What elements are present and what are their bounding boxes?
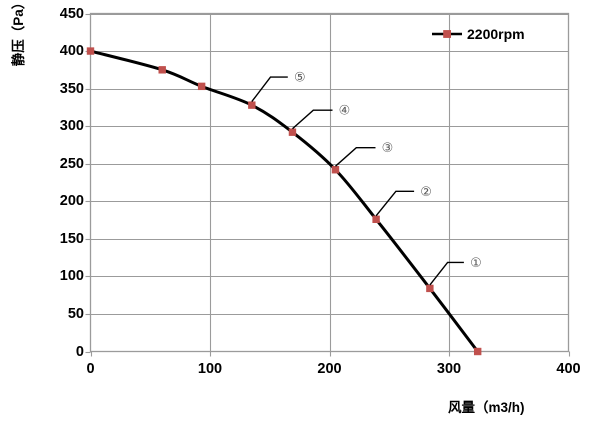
callout-label: ② <box>420 185 432 200</box>
x-tick-label: 0 <box>86 361 95 377</box>
callout-label: ① <box>470 256 482 271</box>
callout-⑤: ⑤ <box>251 71 306 103</box>
legend-marker <box>443 30 451 38</box>
x-tick-label: 300 <box>436 361 462 377</box>
callout-④: ④ <box>292 104 351 130</box>
callout-annotations: ① ② ③ ④ ⑤ <box>251 71 482 286</box>
legend: 2200rpm <box>432 26 525 42</box>
y-axis-tick-labels: 0 50 100 150 200 250 300 350 400 450 <box>36 0 84 425</box>
legend-label: 2200rpm <box>467 26 525 42</box>
callout-label: ③ <box>382 141 394 156</box>
x-tick-label: 100 <box>197 361 223 377</box>
legend-entry: 2200rpm <box>432 26 525 42</box>
x-tick-label: 400 <box>556 361 581 377</box>
y-tick-label: 150 <box>59 230 84 247</box>
gridlines <box>90 13 569 352</box>
y-tick-label: 350 <box>59 80 84 97</box>
y-tick-label: 450 <box>59 5 84 22</box>
callout-label: ⑤ <box>294 71 306 86</box>
y-tick-label: 200 <box>59 193 84 210</box>
axis-ticks <box>85 13 571 357</box>
callout-②: ② <box>375 185 432 217</box>
callout-label: ④ <box>339 104 351 119</box>
x-axis-title: 风量（m3/h) <box>448 400 525 415</box>
data-markers <box>86 47 482 356</box>
y-tick-label: 400 <box>59 43 84 60</box>
y-tick-label: 0 <box>75 343 84 360</box>
callout-①: ① <box>429 256 482 286</box>
callout-③: ③ <box>335 141 394 167</box>
y-tick-label: 100 <box>59 268 84 285</box>
y-tick-label: 250 <box>59 155 84 172</box>
x-axis-tick-labels: 0 100 200 300 400 <box>0 361 600 383</box>
y-tick-label: 300 <box>59 118 84 135</box>
x-tick-label: 200 <box>317 361 342 377</box>
plot-border <box>89 12 570 353</box>
y-tick-label: 50 <box>67 305 84 322</box>
